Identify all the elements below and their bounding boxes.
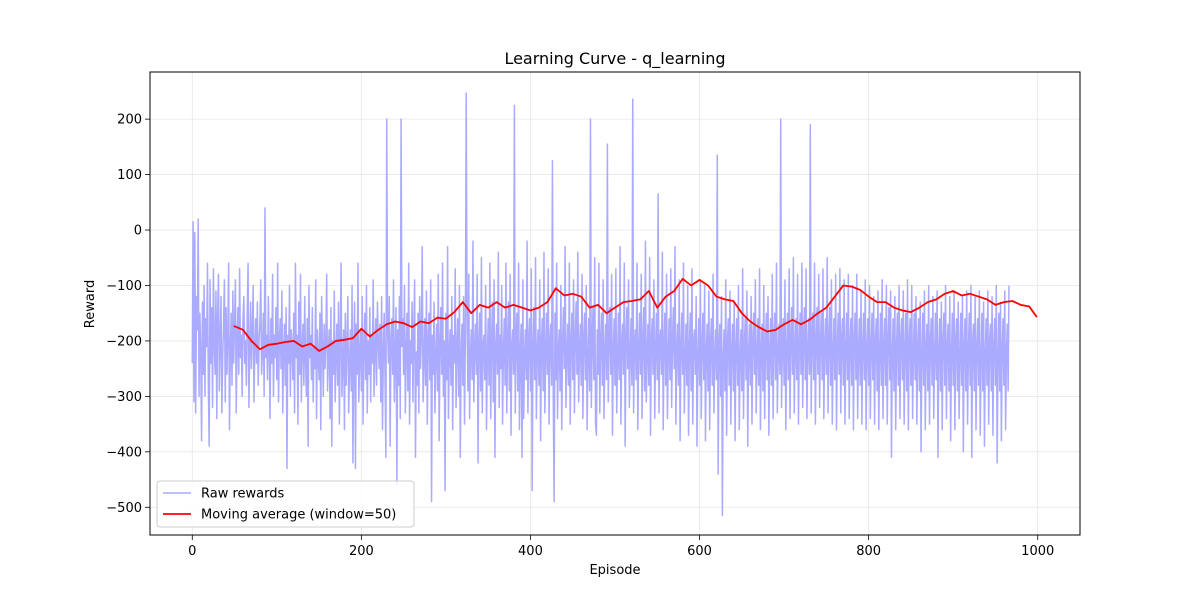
y-axis: −500 −400 −300 −200 −100 0 100 200 <box>106 113 150 516</box>
y-tick-label: 100 <box>117 168 142 183</box>
raw-rewards-series <box>191 92 1010 517</box>
y-tick-label: −400 <box>106 445 142 460</box>
y-tick-label: −100 <box>106 279 142 294</box>
y-axis-title: Reward <box>83 280 98 328</box>
x-tick-label: 200 <box>349 544 374 559</box>
legend-box <box>156 480 415 528</box>
x-tick-label: 600 <box>687 544 712 559</box>
x-axis: 0 200 400 600 800 1000 <box>188 535 1054 559</box>
chart-title: Learning Curve - q_learning <box>504 49 725 69</box>
legend-label-raw: Raw rewards <box>201 487 285 502</box>
moving-average-line <box>233 277 1038 352</box>
legend-label-moving-average: Moving average (window=50) <box>201 508 396 523</box>
y-tick-label: 0 <box>134 224 142 239</box>
x-axis-title: Episode <box>589 563 640 578</box>
x-tick-label: 0 <box>188 544 196 559</box>
y-tick-label: 200 <box>117 113 142 128</box>
legend: Raw rewards Moving average (window=50) <box>156 480 415 528</box>
moving-average-series <box>233 277 1038 352</box>
x-tick-label: 1000 <box>1021 544 1054 559</box>
y-tick-label: −200 <box>106 334 142 349</box>
y-tick-label: −500 <box>106 501 142 516</box>
x-tick-label: 400 <box>518 544 543 559</box>
y-tick-label: −300 <box>106 390 142 405</box>
plot-frame <box>149 71 1081 536</box>
x-tick-label: 800 <box>856 544 881 559</box>
raw-rewards-line <box>191 92 1010 517</box>
